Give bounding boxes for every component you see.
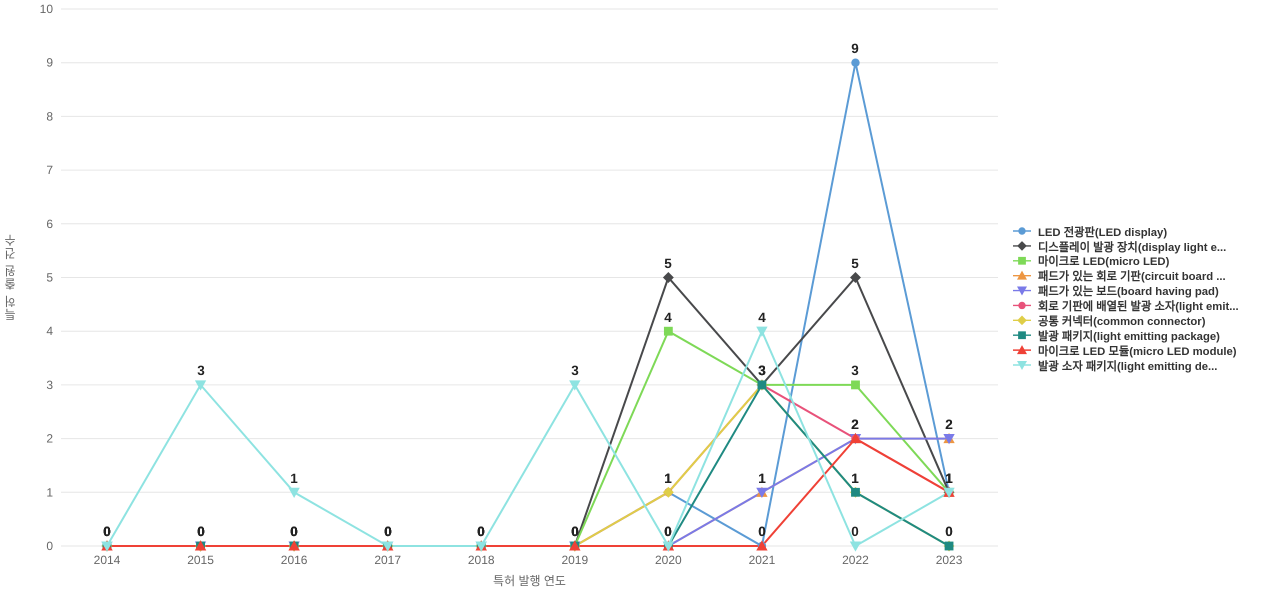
svg-text:4: 4 [664, 310, 672, 325]
svg-text:1: 1 [664, 471, 672, 486]
svg-text:2015: 2015 [187, 553, 214, 567]
svg-text:3: 3 [758, 363, 766, 378]
svg-text:0: 0 [945, 524, 953, 539]
svg-text:0: 0 [571, 524, 579, 539]
svg-text:5: 5 [46, 271, 53, 285]
svg-text:2014: 2014 [94, 553, 121, 567]
svg-text:4: 4 [758, 310, 766, 325]
svg-text:2022: 2022 [842, 553, 869, 567]
svg-text:9: 9 [851, 41, 859, 56]
svg-text:0: 0 [197, 524, 205, 539]
svg-text:3: 3 [851, 363, 859, 378]
svg-text:9: 9 [46, 56, 53, 70]
svg-text:1: 1 [945, 471, 953, 486]
svg-text:0: 0 [103, 524, 111, 539]
svg-text:5: 5 [851, 256, 859, 271]
svg-text:2016: 2016 [281, 553, 308, 567]
svg-text:0: 0 [758, 524, 766, 539]
svg-text:8: 8 [46, 109, 53, 123]
svg-text:3: 3 [571, 363, 579, 378]
svg-text:2018: 2018 [468, 553, 495, 567]
svg-text:2023: 2023 [936, 553, 963, 567]
svg-text:2: 2 [851, 417, 859, 432]
svg-text:6: 6 [46, 217, 53, 231]
svg-text:1: 1 [46, 485, 53, 499]
svg-text:10: 10 [40, 2, 54, 16]
svg-text:1: 1 [851, 471, 859, 486]
svg-text:2021: 2021 [749, 553, 776, 567]
svg-text:0: 0 [384, 524, 392, 539]
svg-text:0: 0 [46, 539, 53, 553]
svg-text:2017: 2017 [374, 553, 401, 567]
svg-text:0: 0 [477, 524, 485, 539]
svg-text:1: 1 [758, 471, 766, 486]
svg-text:3: 3 [46, 378, 53, 392]
svg-text:1: 1 [290, 471, 298, 486]
svg-text:2020: 2020 [655, 553, 682, 567]
svg-text:5: 5 [664, 256, 672, 271]
svg-text:7: 7 [46, 163, 53, 177]
svg-text:3: 3 [197, 363, 205, 378]
svg-text:2019: 2019 [561, 553, 588, 567]
svg-text:2: 2 [46, 432, 53, 446]
svg-text:4: 4 [46, 324, 53, 338]
svg-text:0: 0 [664, 524, 672, 539]
svg-text:2: 2 [945, 417, 953, 432]
svg-text:0: 0 [290, 524, 298, 539]
svg-text:0: 0 [851, 524, 859, 539]
